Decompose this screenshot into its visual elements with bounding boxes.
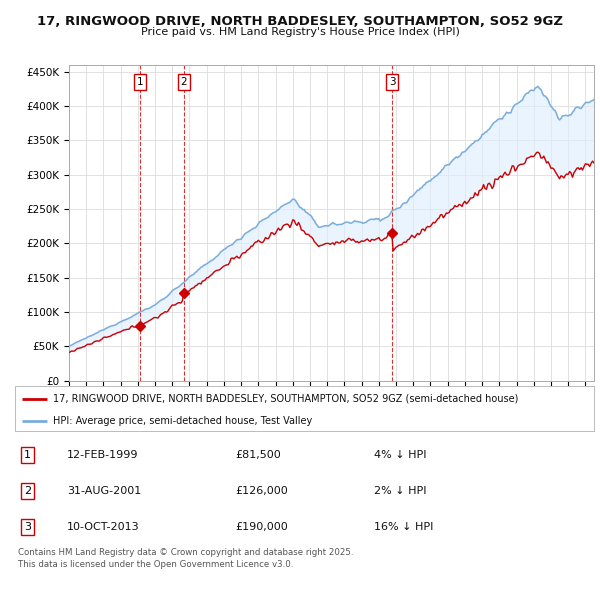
- Text: 1: 1: [137, 77, 143, 87]
- Text: 3: 3: [389, 77, 395, 87]
- Text: 2: 2: [181, 77, 187, 87]
- Text: Price paid vs. HM Land Registry's House Price Index (HPI): Price paid vs. HM Land Registry's House …: [140, 28, 460, 37]
- Text: 17, RINGWOOD DRIVE, NORTH BADDESLEY, SOUTHAMPTON, SO52 9GZ: 17, RINGWOOD DRIVE, NORTH BADDESLEY, SOU…: [37, 15, 563, 28]
- Text: 2% ↓ HPI: 2% ↓ HPI: [374, 486, 427, 496]
- Text: 31-AUG-2001: 31-AUG-2001: [67, 486, 142, 496]
- Text: 16% ↓ HPI: 16% ↓ HPI: [374, 522, 433, 532]
- Text: 17, RINGWOOD DRIVE, NORTH BADDESLEY, SOUTHAMPTON, SO52 9GZ (semi-detached house): 17, RINGWOOD DRIVE, NORTH BADDESLEY, SOU…: [53, 394, 518, 404]
- Text: 2: 2: [24, 486, 31, 496]
- Text: 10-OCT-2013: 10-OCT-2013: [67, 522, 140, 532]
- Text: 4% ↓ HPI: 4% ↓ HPI: [374, 450, 427, 460]
- Text: Contains HM Land Registry data © Crown copyright and database right 2025.
This d: Contains HM Land Registry data © Crown c…: [18, 548, 353, 569]
- Text: £81,500: £81,500: [235, 450, 281, 460]
- Text: £190,000: £190,000: [235, 522, 288, 532]
- Text: £126,000: £126,000: [235, 486, 288, 496]
- Text: 12-FEB-1999: 12-FEB-1999: [67, 450, 139, 460]
- Text: HPI: Average price, semi-detached house, Test Valley: HPI: Average price, semi-detached house,…: [53, 416, 312, 426]
- Text: 3: 3: [24, 522, 31, 532]
- Text: 1: 1: [24, 450, 31, 460]
